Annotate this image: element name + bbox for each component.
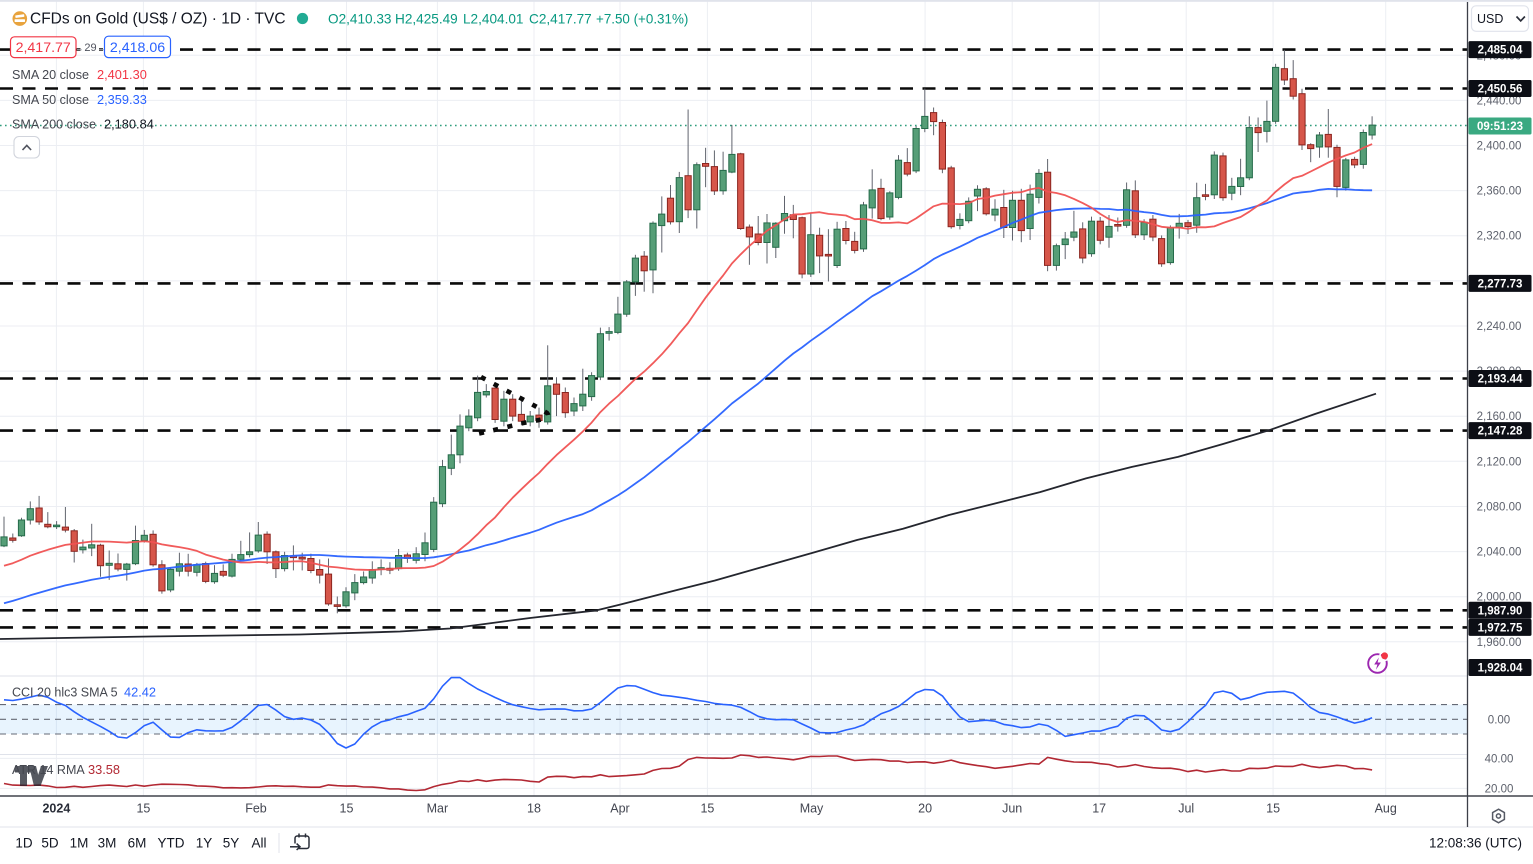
svg-text:Aug: Aug: [1375, 802, 1397, 816]
svg-text:2,450.56: 2,450.56: [1478, 83, 1523, 95]
svg-text:Mar: Mar: [427, 802, 449, 816]
svg-text:42.42: 42.42: [124, 685, 156, 700]
svg-text:2,359.33: 2,359.33: [97, 92, 147, 107]
svg-text:2,400.00: 2,400.00: [1477, 141, 1522, 153]
svg-text:ATR 14 RMA: ATR 14 RMA: [12, 763, 85, 777]
svg-text:2,160.00: 2,160.00: [1477, 411, 1522, 423]
svg-text:33.58: 33.58: [88, 762, 120, 777]
svg-text:20: 20: [918, 802, 932, 816]
svg-text:29: 29: [84, 42, 96, 54]
svg-text:5Y: 5Y: [223, 836, 240, 851]
svg-text:40.00: 40.00: [1485, 753, 1514, 765]
svg-text:2,120.00: 2,120.00: [1477, 456, 1522, 468]
svg-text:SMA 200 close: SMA 200 close: [12, 118, 96, 132]
svg-text:1Y: 1Y: [196, 836, 213, 851]
svg-text:15: 15: [700, 802, 714, 816]
svg-text:18: 18: [527, 802, 541, 816]
svg-text:2,040.00: 2,040.00: [1477, 547, 1522, 559]
svg-text:2,277.73: 2,277.73: [1478, 278, 1523, 290]
svg-text:SMA 20 close: SMA 20 close: [12, 68, 89, 82]
svg-text:6M: 6M: [128, 836, 147, 851]
svg-text:2,320.00: 2,320.00: [1477, 231, 1522, 243]
svg-text:20.00: 20.00: [1485, 783, 1514, 795]
svg-text:USD: USD: [1477, 12, 1503, 26]
svg-text:2,193.44: 2,193.44: [1478, 373, 1523, 385]
svg-text:C2,417.77: C2,417.77: [529, 12, 592, 27]
svg-text:15: 15: [1266, 802, 1280, 816]
svg-text:Jul: Jul: [1178, 802, 1194, 816]
svg-text:2,401.30: 2,401.30: [97, 67, 147, 82]
svg-text:2,147.28: 2,147.28: [1478, 426, 1523, 438]
svg-text:1,960.00: 1,960.00: [1477, 637, 1522, 649]
svg-text:L2,404.01: L2,404.01: [463, 12, 523, 27]
svg-text:12:08:36 (UTC): 12:08:36 (UTC): [1429, 836, 1522, 851]
svg-text:2,417.77: 2,417.77: [16, 40, 71, 56]
svg-text:2,440.00: 2,440.00: [1477, 95, 1522, 107]
svg-text:2,485.04: 2,485.04: [1478, 45, 1523, 57]
svg-text:2024: 2024: [42, 802, 70, 816]
svg-text:CCI 20 hlc3 SMA 5: CCI 20 hlc3 SMA 5: [12, 686, 118, 700]
svg-text:1,972.75: 1,972.75: [1478, 622, 1523, 634]
svg-text:+7.50 (+0.31%): +7.50 (+0.31%): [596, 12, 688, 27]
svg-text:May: May: [800, 802, 824, 816]
svg-text:2,360.00: 2,360.00: [1477, 186, 1522, 198]
svg-text:2,080.00: 2,080.00: [1477, 501, 1522, 513]
svg-text:3M: 3M: [98, 836, 117, 851]
svg-text:Feb: Feb: [245, 802, 267, 816]
svg-text:17: 17: [1092, 802, 1106, 816]
svg-text:2,000.00: 2,000.00: [1477, 592, 1522, 604]
svg-text:0.00: 0.00: [1488, 714, 1510, 726]
svg-text:1,928.04: 1,928.04: [1478, 663, 1523, 675]
svg-text:O2,410.33: O2,410.33: [328, 12, 392, 27]
svg-text:YTD: YTD: [158, 836, 185, 851]
svg-text:SMA 50 close: SMA 50 close: [12, 93, 89, 107]
svg-text:Jun: Jun: [1002, 802, 1022, 816]
svg-text:2,180.84: 2,180.84: [104, 117, 154, 132]
svg-text:H2,425.49: H2,425.49: [395, 12, 458, 27]
svg-text:09:51:23: 09:51:23: [1477, 121, 1523, 133]
svg-text:2,240.00: 2,240.00: [1477, 321, 1522, 333]
svg-text:5D: 5D: [41, 836, 59, 851]
svg-text:15: 15: [136, 802, 150, 816]
svg-text:1D: 1D: [15, 836, 33, 851]
svg-text:Apr: Apr: [610, 802, 629, 816]
svg-text:15: 15: [340, 802, 354, 816]
svg-text:1,987.90: 1,987.90: [1478, 605, 1523, 617]
svg-text:2,418.06: 2,418.06: [110, 40, 165, 56]
svg-text:All: All: [251, 836, 266, 851]
svg-text:CFDs on Gold (US$ / OZ) · 1D ·: CFDs on Gold (US$ / OZ) · 1D · TVC: [30, 11, 286, 28]
svg-text:1M: 1M: [70, 836, 89, 851]
